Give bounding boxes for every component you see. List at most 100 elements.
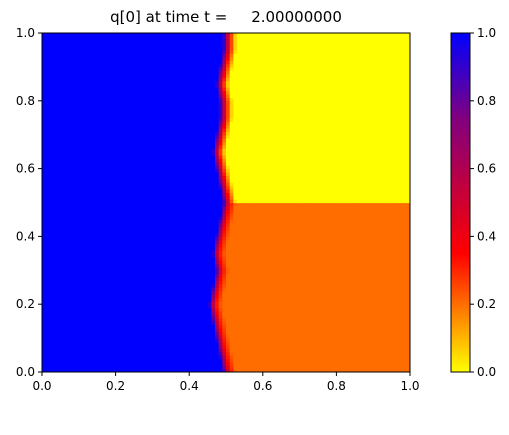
heatmap-cell — [89, 253, 95, 258]
heatmap-cell — [332, 280, 337, 285]
heatmap-cell — [49, 351, 54, 356]
heatmap-cell — [347, 344, 352, 349]
heatmap-cell — [273, 260, 279, 265]
heatmap-cell — [130, 243, 135, 248]
heatmap-cell — [262, 277, 268, 282]
heatmap-cell — [384, 239, 389, 244]
heatmap-cell — [391, 202, 396, 207]
heatmap-cell — [196, 226, 201, 231]
heatmap-cell — [343, 290, 349, 295]
heatmap-cell — [321, 314, 326, 319]
heatmap-cell — [237, 304, 242, 309]
heatmap-cell — [229, 226, 234, 231]
heatmap-cell — [351, 280, 356, 285]
heatmap-cell — [122, 266, 128, 271]
heatmap-cell — [306, 365, 312, 370]
heatmap-cell — [196, 358, 201, 363]
heatmap-cell — [163, 321, 168, 326]
heatmap-cell — [42, 270, 47, 275]
heatmap-cell — [111, 341, 117, 346]
heatmap-cell — [321, 310, 326, 315]
heatmap-cell — [306, 304, 312, 309]
heatmap-cell — [189, 253, 194, 258]
heatmap-cell — [82, 277, 87, 282]
heatmap-cell — [222, 327, 227, 332]
heatmap-cell — [384, 266, 389, 271]
heatmap-cell — [387, 294, 393, 299]
heatmap-cell — [255, 287, 260, 292]
heatmap-cell — [167, 355, 172, 360]
heatmap-cell — [229, 331, 234, 336]
heatmap-cell — [369, 327, 374, 332]
heatmap-cell — [71, 314, 76, 319]
heatmap-cell — [329, 294, 334, 299]
heatmap-cell — [148, 273, 153, 278]
heatmap-cell — [402, 321, 407, 326]
heatmap-cell — [343, 246, 349, 251]
heatmap-cell — [148, 317, 153, 322]
heatmap-cell — [211, 297, 216, 302]
heatmap-cell — [126, 222, 131, 227]
heatmap-cell — [226, 246, 231, 251]
heatmap-cell — [108, 294, 113, 299]
heatmap-cell — [104, 348, 109, 353]
heatmap-cell — [167, 338, 172, 343]
heatmap-cell — [60, 216, 65, 221]
heatmap-cell — [391, 236, 396, 241]
heatmap-cell — [64, 277, 69, 282]
heatmap-cell — [203, 212, 209, 217]
heatmap-cell — [340, 290, 345, 295]
heatmap-cell — [336, 253, 341, 258]
heatmap-cell — [391, 361, 396, 366]
heatmap-cell — [281, 246, 286, 251]
heatmap-cell — [60, 317, 65, 322]
heatmap-cell — [156, 338, 161, 343]
heatmap-cell — [71, 243, 76, 248]
heatmap-cell — [376, 266, 382, 271]
heatmap-cell — [203, 338, 209, 343]
heatmap-cell — [299, 334, 304, 339]
heatmap-cell — [181, 209, 187, 214]
heatmap-cell — [262, 307, 268, 312]
heatmap-cell — [259, 273, 264, 278]
heatmap-cell — [203, 266, 209, 271]
heatmap-cell — [273, 243, 279, 248]
heatmap-cell — [351, 317, 356, 322]
heatmap-cell — [196, 304, 201, 309]
heatmap-cell — [332, 290, 337, 295]
heatmap-cell — [78, 233, 84, 237]
heatmap-cell — [295, 205, 301, 210]
heatmap-cell — [233, 290, 238, 295]
heatmap-cell — [318, 290, 323, 295]
heatmap-cell — [325, 270, 330, 275]
heatmap-cell — [237, 290, 242, 295]
heatmap-cell — [56, 355, 61, 360]
heatmap-cell — [89, 368, 95, 372]
heatmap-cell — [288, 355, 293, 360]
heatmap-cell — [222, 243, 227, 248]
heatmap-cell — [174, 212, 179, 217]
heatmap-cell — [299, 216, 304, 221]
heatmap-cell — [270, 212, 275, 217]
heatmap-cell — [343, 351, 349, 356]
heatmap-cell — [111, 331, 117, 336]
heatmap-cell — [82, 229, 87, 234]
heatmap-cell — [244, 222, 249, 227]
heatmap-cell — [93, 355, 98, 360]
heatmap-cell — [78, 260, 84, 265]
heatmap-cell — [329, 222, 334, 227]
heatmap-cell — [148, 324, 153, 329]
heatmap-cell — [284, 219, 290, 224]
heatmap-cell — [398, 294, 404, 299]
heatmap-cell — [303, 270, 308, 275]
heatmap-cell — [406, 361, 410, 366]
heatmap-cell — [214, 331, 220, 336]
heatmap-cell — [89, 239, 95, 244]
heatmap-cell — [329, 212, 334, 217]
heatmap-cell — [262, 344, 268, 349]
heatmap-cell — [86, 355, 91, 360]
heatmap-cell — [277, 243, 282, 248]
heatmap-cell — [351, 229, 356, 234]
heatmap-cell — [130, 229, 135, 234]
heatmap-cell — [104, 358, 109, 363]
